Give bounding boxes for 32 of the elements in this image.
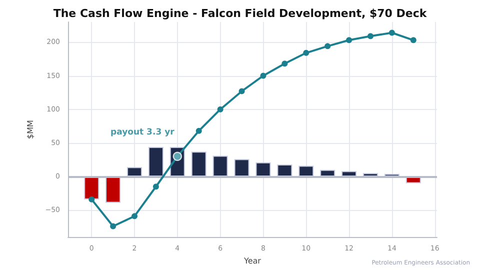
bar	[84, 176, 100, 200]
bar	[234, 159, 250, 177]
point	[196, 128, 202, 134]
point	[152, 184, 159, 190]
point	[303, 50, 310, 56]
bar	[212, 156, 228, 177]
bar	[298, 166, 314, 177]
point	[368, 33, 374, 40]
x-axis-title: Year	[243, 256, 262, 266]
bar	[191, 152, 206, 177]
point	[260, 72, 266, 79]
bar	[148, 146, 164, 177]
point	[410, 37, 416, 44]
bar	[106, 176, 121, 203]
point	[88, 196, 95, 202]
chart-title: The Cash Flow Engine - Falcon Field Development, $70 Deck	[53, 7, 428, 20]
point	[324, 43, 331, 50]
point	[282, 60, 288, 67]
bar	[127, 167, 142, 177]
point	[110, 223, 116, 230]
bar	[362, 173, 378, 177]
point	[238, 88, 245, 94]
bar	[342, 171, 357, 177]
y-axis-title: $MM	[26, 120, 35, 139]
point	[132, 213, 138, 220]
point	[217, 106, 224, 112]
point	[388, 30, 395, 36]
annotation: payout 3.3 yr	[110, 127, 176, 138]
bar	[320, 170, 336, 177]
bar	[256, 162, 271, 177]
bar	[277, 164, 292, 177]
point	[346, 37, 352, 44]
